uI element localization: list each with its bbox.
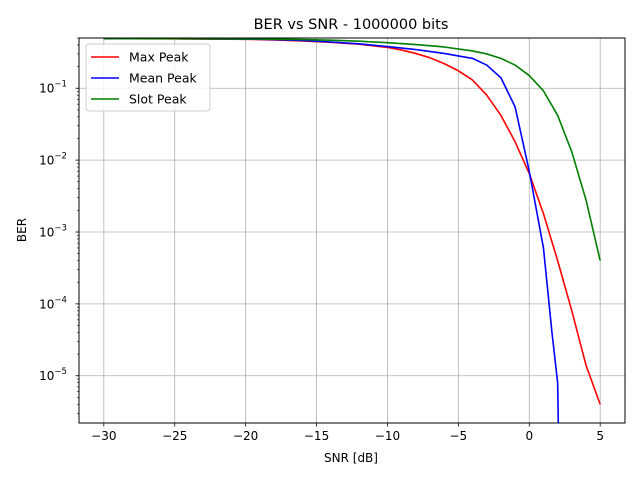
y-tick-label: 10−3	[39, 223, 67, 239]
series-line-slot-peak	[103, 38, 601, 261]
legend-label-mean-peak: Mean Peak	[129, 71, 197, 86]
x-axis-label: SNR [dB]	[324, 451, 378, 465]
y-tick-base: 10	[39, 225, 54, 239]
y-tick-base: 10	[39, 82, 54, 96]
y-tick-label: 10−5	[39, 367, 67, 383]
y-tick-base: 10	[39, 154, 54, 168]
x-tick-label: −10	[375, 429, 400, 443]
y-tick-label: 10−2	[39, 152, 67, 168]
y-tick-base: 10	[39, 369, 54, 383]
x-tick-label: −20	[233, 429, 258, 443]
x-tick-label: −5	[450, 429, 468, 443]
legend-label-slot-peak: Slot Peak	[129, 92, 187, 107]
y-tick-exponent: −5	[54, 367, 67, 377]
y-axis: 10−510−410−310−210−1	[39, 37, 79, 414]
y-tick-label: 10−1	[39, 80, 67, 96]
chart-title: BER vs SNR - 1000000 bits	[254, 17, 449, 33]
legend-box	[85, 43, 211, 112]
x-tick-label: −15	[304, 429, 329, 443]
plot-frame	[78, 37, 626, 424]
series-layer	[103, 38, 601, 423]
y-tick-label: 10−4	[39, 295, 67, 311]
legend: Max Peak Mean Peak Slot Peak	[85, 43, 211, 112]
y-tick-exponent: −2	[54, 152, 67, 162]
x-axis: −30 −25 −20 −15 −10 −5 0 5	[91, 423, 604, 443]
x-tick-label: −30	[91, 429, 116, 443]
legend-label-max-peak: Max Peak	[129, 50, 189, 65]
y-axis-label: BER	[15, 218, 29, 242]
grid	[79, 38, 625, 423]
y-tick-exponent: −1	[54, 80, 67, 90]
y-tick-base: 10	[39, 297, 54, 311]
y-tick-exponent: −4	[54, 295, 67, 305]
y-tick-exponent: −3	[54, 223, 67, 233]
x-tick-label: 0	[525, 429, 533, 443]
x-tick-label: −25	[162, 429, 187, 443]
x-tick-label: 5	[596, 429, 604, 443]
